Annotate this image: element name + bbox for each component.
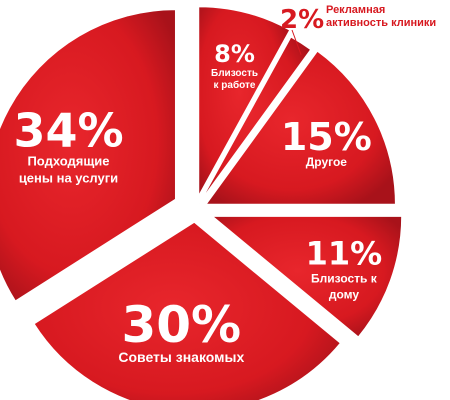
slice-2-percent: 2% — [280, 5, 324, 35]
callout-leader-line — [291, 29, 302, 55]
pie-slice-1 — [197, 5, 292, 197]
slice-4-label-line-2: дому — [329, 288, 360, 302]
slice-6-label-line-1: Подходящие — [27, 154, 109, 169]
slice-1-label-line-1: Близость — [211, 68, 258, 79]
pie-slice-3 — [204, 49, 397, 206]
pie-slice-4 — [209, 215, 403, 339]
slice-4-percent: 11% — [306, 235, 383, 273]
slice-6-percent: 34% — [13, 104, 123, 158]
slice-6-label-line-2: цены на услуги — [19, 171, 118, 186]
slice-2-label-line-1: Рекламная — [326, 4, 385, 16]
pie-slice-2 — [198, 35, 313, 204]
slice-4-label-line-1: Близость к — [311, 272, 378, 286]
pie-slice-5 — [32, 221, 342, 400]
slice-1-percent: 8% — [214, 40, 255, 68]
slice-5-label-line-1: Советы знакомых — [118, 349, 244, 365]
slice-3-percent: 15% — [281, 115, 372, 159]
pie-slice-6 — [0, 8, 177, 303]
slice-2-label-line-2: активность клиники — [326, 17, 436, 29]
slice-5-percent: 30% — [121, 296, 241, 354]
slice-3-label-line-1: Другое — [306, 155, 348, 169]
slice-1-label-line-2: к работе — [214, 79, 256, 91]
